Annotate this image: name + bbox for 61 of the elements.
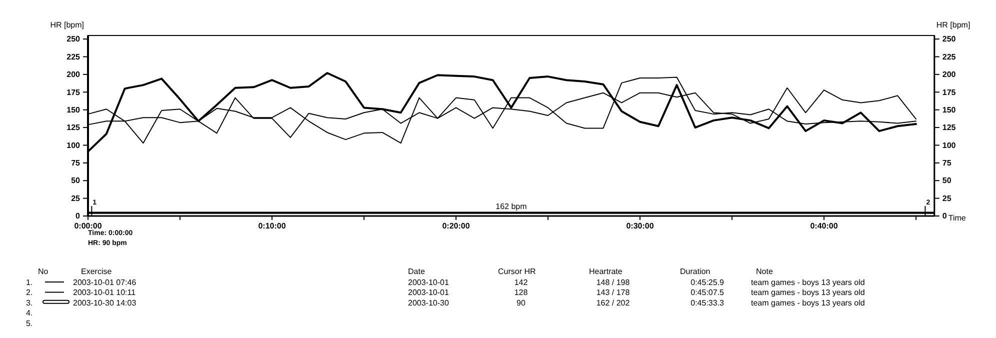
y2-tick-label: 150 [942, 105, 956, 114]
text: No [38, 267, 49, 276]
text: 2003-10-01 [408, 278, 450, 287]
band-label: 162 bpm [496, 202, 528, 211]
text: 0:45:07.5 [690, 288, 725, 298]
y-tick-label: 225 [66, 52, 81, 62]
y-tick-label: 75 [71, 158, 81, 168]
legend-label: 2003-10-01 10:11 [73, 288, 136, 298]
y2-tick-label: 125 [942, 123, 956, 132]
y-tick-label: 175 [66, 88, 81, 97]
y-tick-label: 100 [66, 140, 81, 150]
text: 90 [516, 298, 526, 308]
legend-label: 2003-10-01 07:46 [73, 278, 137, 287]
x-tick-label: 0:30:00 [626, 222, 654, 231]
x-tick-label: 0:00:00 [74, 222, 102, 231]
y2-tick-label: 250 [942, 34, 956, 44]
text: 0:45:33.3 [690, 298, 725, 308]
text: 3. [26, 298, 33, 308]
y2-axis-title: HR [bpm] [936, 20, 970, 30]
x-tick-label: 0:10:00 [258, 222, 286, 231]
text: 143 / 178 [596, 288, 630, 298]
legend-label: 2003-10-30 14:03 [73, 298, 137, 308]
y2-tick-label: 175 [942, 88, 956, 97]
y-tick-label: 50 [71, 176, 81, 186]
y-tick-label: 125 [66, 123, 81, 132]
text: 162 / 202 [596, 298, 630, 308]
text: Note [756, 267, 774, 276]
text: 4. [26, 308, 33, 318]
text: team games - boys 13 years old [751, 298, 865, 308]
text: Cursor HR [498, 267, 536, 276]
x-tick-label: 0:40:00 [810, 222, 838, 231]
y2-tick-label: 75 [942, 158, 952, 168]
text: team games - boys 13 years old [751, 278, 865, 287]
text: 0:45:25.9 [690, 278, 725, 287]
text: team games - boys 13 years old [751, 288, 865, 298]
y-tick-label: 200 [66, 70, 81, 80]
text: 2. [26, 288, 33, 298]
y2-tick-label: 100 [942, 140, 956, 150]
text: Heartrate [589, 267, 623, 276]
text: 2003-10-30 [408, 298, 450, 308]
y-tick-label: 25 [71, 194, 81, 203]
text: 128 [514, 288, 528, 298]
text: Exercise [81, 267, 112, 276]
text: 148 / 198 [596, 278, 630, 287]
x-tick-label: 0:20:00 [442, 222, 470, 231]
y-tick-label: 150 [66, 105, 81, 114]
y-tick-label: 250 [66, 34, 81, 44]
text: 1. [26, 278, 33, 287]
text: 142 [514, 278, 528, 287]
y2-tick-label: 50 [942, 176, 952, 186]
x-axis-title: Time [948, 214, 966, 223]
text: Duration [680, 267, 710, 276]
y2-tick-label: 200 [942, 70, 956, 80]
y2-tick-label: 25 [942, 194, 952, 203]
text: Date [408, 267, 426, 276]
text: 2003-10-01 [408, 288, 450, 298]
y2-tick-label: 0 [942, 212, 948, 221]
y2-tick-label: 225 [942, 52, 956, 62]
y-tick-label: 0 [76, 212, 81, 221]
y-axis-title: HR [bpm] [50, 20, 84, 30]
text: 5. [26, 318, 33, 328]
